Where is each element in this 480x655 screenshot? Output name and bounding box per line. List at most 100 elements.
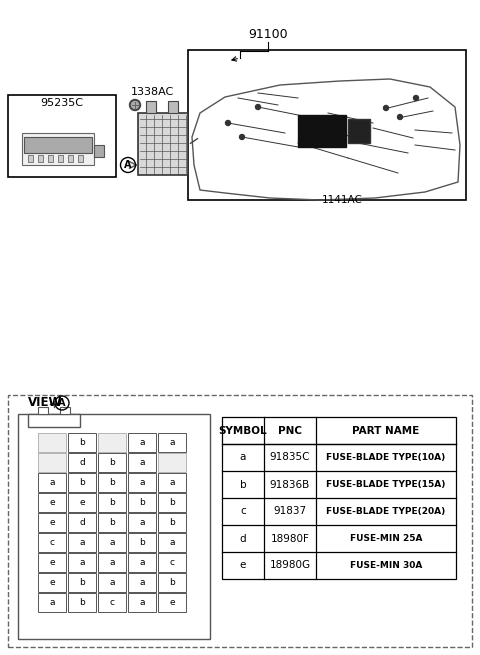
Circle shape bbox=[226, 121, 230, 126]
Text: d: d bbox=[240, 534, 246, 544]
Bar bbox=[188, 50, 466, 200]
Bar bbox=[28, 155, 33, 162]
Bar bbox=[48, 155, 53, 162]
Bar bbox=[158, 533, 186, 552]
Bar bbox=[38, 593, 66, 612]
Bar bbox=[24, 137, 92, 153]
Bar bbox=[98, 493, 126, 512]
Bar bbox=[94, 145, 104, 157]
Text: a: a bbox=[49, 598, 55, 607]
Text: b: b bbox=[169, 518, 175, 527]
Text: b: b bbox=[79, 578, 85, 587]
Bar bbox=[98, 513, 126, 532]
Text: e: e bbox=[240, 561, 246, 571]
Bar bbox=[158, 553, 186, 572]
Bar bbox=[158, 513, 186, 532]
Text: b: b bbox=[169, 498, 175, 507]
Text: e: e bbox=[49, 558, 55, 567]
Bar bbox=[68, 433, 96, 452]
Text: a: a bbox=[169, 538, 175, 547]
Bar bbox=[38, 493, 66, 512]
Text: b: b bbox=[139, 498, 145, 507]
Bar bbox=[98, 473, 126, 492]
Bar bbox=[38, 473, 66, 492]
Bar bbox=[158, 593, 186, 612]
Bar bbox=[98, 593, 126, 612]
Circle shape bbox=[130, 100, 141, 111]
Bar bbox=[128, 433, 156, 452]
Text: d: d bbox=[79, 518, 85, 527]
Text: e: e bbox=[49, 518, 55, 527]
Text: c: c bbox=[240, 506, 246, 517]
Bar bbox=[158, 573, 186, 592]
Text: FUSE-MIN 25A: FUSE-MIN 25A bbox=[350, 534, 422, 543]
Bar bbox=[38, 573, 66, 592]
Text: a: a bbox=[139, 578, 145, 587]
Bar bbox=[146, 101, 156, 113]
Text: FUSE-BLADE TYPE(15A): FUSE-BLADE TYPE(15A) bbox=[326, 480, 446, 489]
Bar bbox=[38, 553, 66, 572]
Text: FUSE-BLADE TYPE(10A): FUSE-BLADE TYPE(10A) bbox=[326, 453, 445, 462]
Text: d: d bbox=[79, 458, 85, 467]
Bar bbox=[68, 513, 96, 532]
Text: 18980G: 18980G bbox=[269, 561, 311, 571]
Bar bbox=[98, 533, 126, 552]
Text: 95235C: 95235C bbox=[40, 98, 84, 108]
Circle shape bbox=[132, 102, 139, 109]
Text: a: a bbox=[139, 558, 145, 567]
Circle shape bbox=[240, 134, 244, 140]
Text: b: b bbox=[109, 518, 115, 527]
Text: SYMBOL: SYMBOL bbox=[219, 426, 267, 436]
Bar bbox=[98, 573, 126, 592]
Bar bbox=[38, 433, 66, 452]
Bar bbox=[128, 573, 156, 592]
Bar bbox=[38, 155, 43, 162]
Text: e: e bbox=[169, 598, 175, 607]
Text: 1141AC: 1141AC bbox=[322, 195, 362, 205]
Circle shape bbox=[397, 115, 403, 119]
Text: e: e bbox=[49, 498, 55, 507]
Bar bbox=[158, 433, 186, 452]
Text: 18980F: 18980F bbox=[271, 534, 310, 544]
Circle shape bbox=[384, 105, 388, 111]
Bar bbox=[68, 573, 96, 592]
Bar bbox=[222, 417, 456, 579]
Bar bbox=[22, 133, 94, 165]
Text: b: b bbox=[109, 498, 115, 507]
Bar bbox=[138, 113, 188, 175]
Bar bbox=[8, 95, 116, 177]
Bar bbox=[68, 533, 96, 552]
Text: b: b bbox=[109, 478, 115, 487]
Bar bbox=[98, 553, 126, 572]
Bar bbox=[128, 473, 156, 492]
Bar bbox=[348, 119, 370, 143]
Bar bbox=[128, 593, 156, 612]
Bar bbox=[68, 593, 96, 612]
Text: b: b bbox=[79, 598, 85, 607]
Bar bbox=[78, 155, 83, 162]
Bar bbox=[98, 453, 126, 472]
Bar bbox=[168, 101, 178, 113]
Text: c: c bbox=[109, 598, 115, 607]
Bar bbox=[68, 553, 96, 572]
Text: 1338AC: 1338AC bbox=[131, 87, 174, 97]
Text: VIEW: VIEW bbox=[28, 396, 62, 409]
Text: FUSE-BLADE TYPE(20A): FUSE-BLADE TYPE(20A) bbox=[326, 507, 445, 516]
Bar bbox=[58, 155, 63, 162]
Text: a: a bbox=[49, 478, 55, 487]
Text: a: a bbox=[139, 438, 145, 447]
Bar bbox=[298, 115, 346, 147]
Text: e: e bbox=[79, 498, 85, 507]
Text: 91100: 91100 bbox=[248, 29, 288, 41]
Bar bbox=[128, 493, 156, 512]
Text: a: a bbox=[240, 453, 246, 462]
Text: a: a bbox=[169, 478, 175, 487]
Bar bbox=[60, 407, 70, 414]
Text: 91836B: 91836B bbox=[270, 479, 310, 489]
Bar bbox=[18, 414, 210, 639]
Bar bbox=[68, 155, 73, 162]
Text: FUSE-MIN 30A: FUSE-MIN 30A bbox=[350, 561, 422, 570]
Text: b: b bbox=[79, 478, 85, 487]
Bar bbox=[38, 453, 66, 472]
Bar bbox=[128, 453, 156, 472]
